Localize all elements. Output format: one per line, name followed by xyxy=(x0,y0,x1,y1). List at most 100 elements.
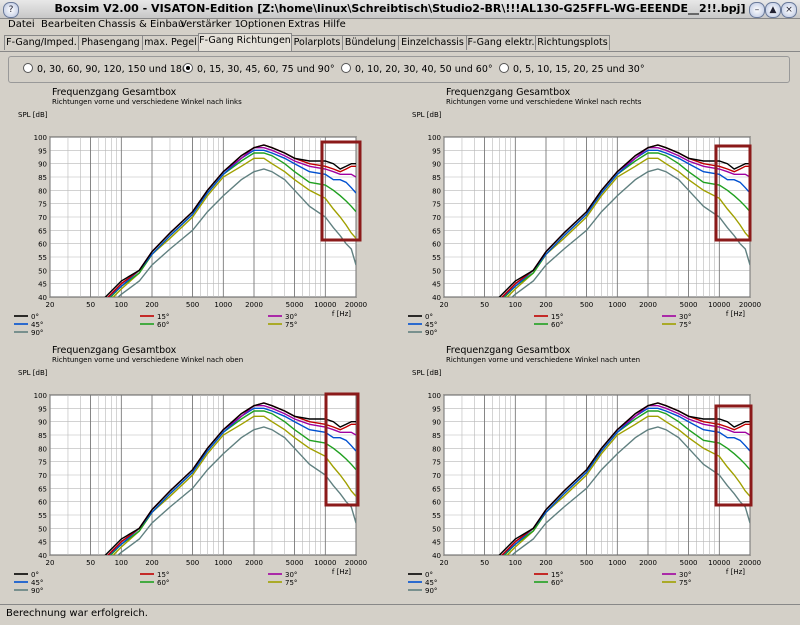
legend-label: 60° xyxy=(157,321,169,329)
series-line-4 xyxy=(503,410,750,555)
y-tick-label: 70 xyxy=(38,472,47,480)
y-axis-label: SPL [dB] xyxy=(412,369,442,377)
angle-option-label: 0, 30, 60, 90, 120, 150 und 180° xyxy=(37,64,193,75)
y-tick-label: 95 xyxy=(432,147,441,155)
x-tick-label: 2000 xyxy=(639,301,657,309)
x-tick-label: 20000 xyxy=(345,559,367,567)
x-tick-label: 2000 xyxy=(639,559,657,567)
x-tick-label: 50 xyxy=(86,301,95,309)
x-tick-label: 200 xyxy=(145,559,158,567)
legend-label: 15° xyxy=(157,571,169,579)
series-line-4 xyxy=(109,152,356,297)
y-tick-label: 55 xyxy=(38,254,47,262)
legend-label: 75° xyxy=(285,579,297,587)
y-axis-label: SPL [dB] xyxy=(412,111,442,119)
y-tick-label: 60 xyxy=(432,241,441,249)
series-line-5 xyxy=(112,157,356,297)
y-tick-label: 75 xyxy=(38,459,47,467)
legend-label: 0° xyxy=(31,313,39,321)
x-tick-label: 100 xyxy=(509,559,522,567)
y-tick-label: 65 xyxy=(432,227,441,235)
app-menu-icon[interactable]: ? xyxy=(3,2,19,18)
y-tick-label: 55 xyxy=(38,512,47,520)
series-line-0 xyxy=(498,402,750,555)
radio-icon[interactable] xyxy=(341,63,351,73)
menu-extras[interactable]: Extras xyxy=(288,19,320,30)
x-tick-label: 5000 xyxy=(680,301,698,309)
title-bar: ? Boxsim V2.00 - VISATON-Edition [Z:\hom… xyxy=(0,0,800,19)
y-tick-label: 40 xyxy=(432,552,441,560)
y-tick-label: 45 xyxy=(432,281,441,289)
angle-option-15[interactable]: 0, 15, 30, 45, 60, 75 und 90° xyxy=(183,63,335,75)
menu-optionen[interactable]: Optionen xyxy=(240,19,286,30)
x-tick-label: 50 xyxy=(86,559,95,567)
menu-datei[interactable]: Datei xyxy=(8,19,35,30)
x-tick-label: 20 xyxy=(46,559,55,567)
x-tick-label: 200 xyxy=(539,301,552,309)
legend-label: 90° xyxy=(425,329,437,337)
y-tick-label: 60 xyxy=(38,241,47,249)
highlight-box xyxy=(324,392,360,507)
y-tick-label: 40 xyxy=(432,294,441,302)
series-line-6 xyxy=(117,426,356,555)
close-button[interactable]: × xyxy=(781,2,797,18)
legend-label: 30° xyxy=(679,571,691,579)
x-axis-label: f [Hz] xyxy=(726,568,745,576)
legend-label: 45° xyxy=(31,321,43,329)
series-line-4 xyxy=(109,410,356,555)
radio-icon[interactable] xyxy=(23,63,33,73)
radio-icon[interactable] xyxy=(499,63,509,73)
series-line-0 xyxy=(104,402,356,555)
x-tick-label: 2000 xyxy=(245,559,263,567)
series-group xyxy=(498,402,750,555)
y-tick-label: 100 xyxy=(34,392,47,400)
y-tick-label: 45 xyxy=(432,539,441,547)
angle-option-10[interactable]: 0, 10, 20, 30, 40, 50 und 60° xyxy=(341,63,493,75)
series-line-5 xyxy=(506,157,750,297)
highlight-box xyxy=(320,140,362,242)
x-tick-label: 5000 xyxy=(680,559,698,567)
x-tick-label: 200 xyxy=(539,559,552,567)
x-tick-label: 10000 xyxy=(708,301,730,309)
y-tick-label: 40 xyxy=(38,552,47,560)
legend-label: 45° xyxy=(425,579,437,587)
y-tick-label: 65 xyxy=(38,485,47,493)
status-text: Berechnung war erfolgreich. xyxy=(6,608,148,619)
menu-bearbeiten[interactable]: Bearbeiten xyxy=(41,19,96,30)
y-tick-label: 50 xyxy=(38,267,47,275)
chart-title: Frequenzgang Gesamtbox xyxy=(446,345,571,356)
x-tick-label: 20000 xyxy=(739,559,761,567)
legend-label: 45° xyxy=(31,579,43,587)
y-tick-label: 90 xyxy=(38,419,47,427)
legend-label: 75° xyxy=(679,321,691,329)
menu-verstaerker[interactable]: Verstärker 1 xyxy=(180,19,241,30)
angle-option-30[interactable]: 0, 30, 60, 90, 120, 150 und 180° xyxy=(23,63,193,75)
y-tick-label: 85 xyxy=(38,432,47,440)
minimize-button[interactable]: – xyxy=(749,2,765,18)
y-axis-label: SPL [dB] xyxy=(18,111,48,119)
x-tick-label: 5000 xyxy=(286,301,304,309)
angle-option-5[interactable]: 0, 5, 10, 15, 20, 25 und 30° xyxy=(499,63,645,75)
y-tick-label: 50 xyxy=(38,525,47,533)
chart-subtitle: Richtungen vorne und verschiedene Winkel… xyxy=(52,98,242,106)
y-tick-label: 90 xyxy=(432,161,441,169)
x-tick-label: 10000 xyxy=(708,559,730,567)
x-tick-label: 500 xyxy=(580,301,593,309)
radio-icon-selected[interactable] xyxy=(183,63,193,73)
menu-hilfe[interactable]: Hilfe xyxy=(323,19,346,30)
series-line-4 xyxy=(503,152,750,297)
x-tick-label: 20 xyxy=(46,301,55,309)
tab-richtungsplots[interactable]: Richtungsplots xyxy=(535,35,610,50)
x-tick-label: 200 xyxy=(145,301,158,309)
menu-chassis[interactable]: Chassis & Einbau xyxy=(98,19,185,30)
series-group xyxy=(498,144,750,297)
legend-label: 0° xyxy=(425,313,433,321)
highlight-box xyxy=(714,404,753,507)
legend-label: 75° xyxy=(679,579,691,587)
tab-bar: F-Gang/Imped. Phasengang max. Pegel F-Ga… xyxy=(0,33,800,52)
chart-subtitle: Richtungen vorne und verschiedene Winkel… xyxy=(446,98,642,106)
x-tick-label: 20 xyxy=(440,301,449,309)
maximize-button[interactable]: ▲ xyxy=(765,2,781,18)
y-tick-label: 55 xyxy=(432,512,441,520)
